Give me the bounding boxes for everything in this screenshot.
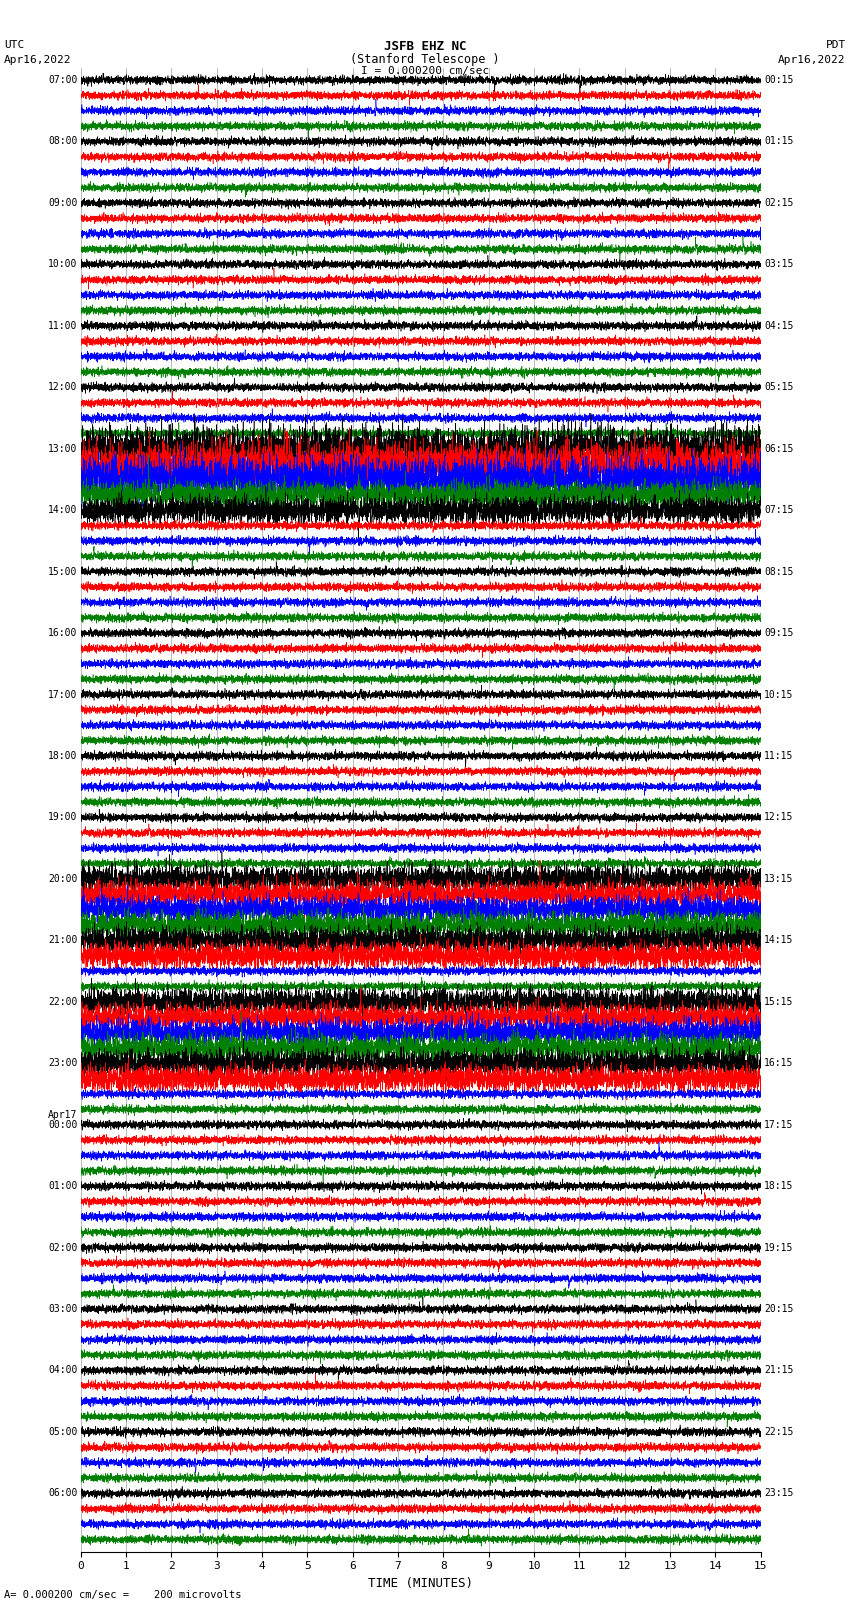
Text: Apr16,2022: Apr16,2022 xyxy=(4,55,71,65)
Text: 17:15: 17:15 xyxy=(764,1119,794,1129)
Text: PDT: PDT xyxy=(825,40,846,50)
Text: 13:15: 13:15 xyxy=(764,874,794,884)
Text: 01:00: 01:00 xyxy=(48,1181,77,1190)
Text: 22:00: 22:00 xyxy=(48,997,77,1007)
Text: 17:00: 17:00 xyxy=(48,689,77,700)
Text: 01:15: 01:15 xyxy=(764,137,794,147)
Text: 03:00: 03:00 xyxy=(48,1303,77,1315)
Text: 18:15: 18:15 xyxy=(764,1181,794,1190)
Text: 09:00: 09:00 xyxy=(48,198,77,208)
Text: 04:15: 04:15 xyxy=(764,321,794,331)
Text: 00:00: 00:00 xyxy=(48,1119,77,1129)
Text: 05:15: 05:15 xyxy=(764,382,794,392)
Text: 06:00: 06:00 xyxy=(48,1489,77,1498)
Text: 19:00: 19:00 xyxy=(48,813,77,823)
Text: 11:15: 11:15 xyxy=(764,752,794,761)
Text: 09:15: 09:15 xyxy=(764,627,794,639)
Text: 12:00: 12:00 xyxy=(48,382,77,392)
Text: 21:00: 21:00 xyxy=(48,936,77,945)
Text: 10:00: 10:00 xyxy=(48,260,77,269)
Text: 23:00: 23:00 xyxy=(48,1058,77,1068)
Text: JSFB EHZ NC: JSFB EHZ NC xyxy=(383,40,467,53)
Text: 10:15: 10:15 xyxy=(764,689,794,700)
Text: 15:15: 15:15 xyxy=(764,997,794,1007)
Text: 00:15: 00:15 xyxy=(764,76,794,85)
Text: 20:00: 20:00 xyxy=(48,874,77,884)
Text: 16:00: 16:00 xyxy=(48,627,77,639)
Text: UTC: UTC xyxy=(4,40,25,50)
Text: Apr17: Apr17 xyxy=(48,1110,77,1119)
Text: Apr16,2022: Apr16,2022 xyxy=(779,55,846,65)
Text: 06:15: 06:15 xyxy=(764,444,794,453)
Text: (Stanford Telescope ): (Stanford Telescope ) xyxy=(350,53,500,66)
Text: 18:00: 18:00 xyxy=(48,752,77,761)
Text: 19:15: 19:15 xyxy=(764,1242,794,1253)
Text: 02:15: 02:15 xyxy=(764,198,794,208)
X-axis label: TIME (MINUTES): TIME (MINUTES) xyxy=(368,1578,473,1590)
Text: 22:15: 22:15 xyxy=(764,1428,794,1437)
Text: 13:00: 13:00 xyxy=(48,444,77,453)
Text: 21:15: 21:15 xyxy=(764,1366,794,1376)
Text: 15:00: 15:00 xyxy=(48,566,77,576)
Text: 14:15: 14:15 xyxy=(764,936,794,945)
Text: 08:15: 08:15 xyxy=(764,566,794,576)
Text: I = 0.000200 cm/sec: I = 0.000200 cm/sec xyxy=(361,66,489,76)
Text: 07:00: 07:00 xyxy=(48,76,77,85)
Text: 23:15: 23:15 xyxy=(764,1489,794,1498)
Text: 20:15: 20:15 xyxy=(764,1303,794,1315)
Text: 11:00: 11:00 xyxy=(48,321,77,331)
Text: 12:15: 12:15 xyxy=(764,813,794,823)
Text: 03:15: 03:15 xyxy=(764,260,794,269)
Text: 05:00: 05:00 xyxy=(48,1428,77,1437)
Text: A= 0.000200 cm/sec =    200 microvolts: A= 0.000200 cm/sec = 200 microvolts xyxy=(4,1590,241,1600)
Text: 16:15: 16:15 xyxy=(764,1058,794,1068)
Text: 07:15: 07:15 xyxy=(764,505,794,515)
Text: 14:00: 14:00 xyxy=(48,505,77,515)
Text: 04:00: 04:00 xyxy=(48,1366,77,1376)
Text: 02:00: 02:00 xyxy=(48,1242,77,1253)
Text: 08:00: 08:00 xyxy=(48,137,77,147)
